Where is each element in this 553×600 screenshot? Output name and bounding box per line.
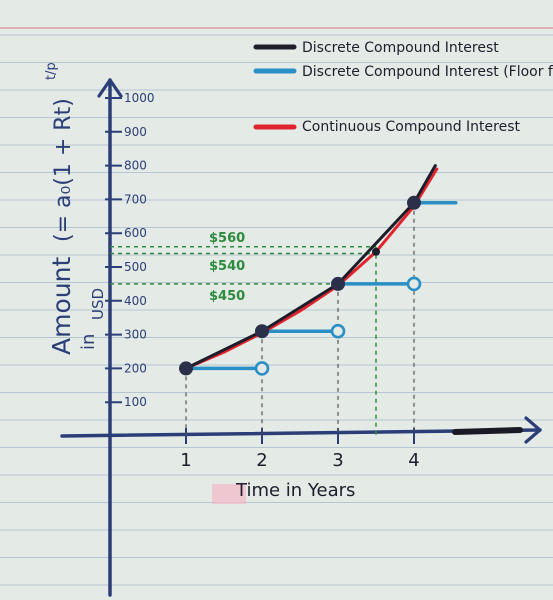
y-tick-label: 700 [124, 192, 147, 206]
y-tick-label: 1000 [124, 91, 155, 105]
x-label-highlight [212, 484, 246, 504]
annotation-label-540: $540 [209, 259, 245, 274]
floor-open-endpoint [254, 361, 270, 376]
x-axis-arrowhead [524, 416, 542, 444]
y-tick-label: 200 [124, 361, 147, 375]
floor-open-endpoint [406, 276, 422, 292]
y-axis-unit-usd: USD [89, 288, 107, 320]
y-tick-label: 400 [124, 294, 147, 308]
x-tick-label: 3 [332, 450, 343, 471]
annotation-guides [110, 202, 415, 436]
floor-open-endpoint [330, 323, 346, 339]
series-marks [179, 164, 458, 376]
y-axis-label: Amount [47, 257, 76, 355]
y-tick-label: 800 [124, 159, 147, 173]
legend-label-floor: Discrete Compound Interest (Floor functi… [302, 64, 553, 80]
y-axis-exponent: t/p [44, 62, 59, 80]
legend-label-discrete: Discrete Compound Interest [302, 40, 499, 56]
discrete-point [407, 195, 421, 210]
annotation-label-560: $560 [209, 231, 245, 246]
annotation-label-450: $450 [209, 289, 245, 304]
discrete-point [179, 361, 193, 376]
y-tick-label: 600 [124, 226, 147, 240]
x-axis-arrow-shaft [452, 427, 523, 435]
x-tick-label: 2 [256, 450, 267, 471]
legend: Discrete Compound Interest Discrete Comp… [253, 40, 553, 135]
legend-label-continuous: Continuous Compound Interest [302, 119, 520, 135]
x-axis-label: Time in Years [235, 480, 355, 501]
y-axis-formula: (= a₀(1 + Rt) [51, 98, 76, 242]
y-tick-label: 900 [124, 125, 147, 139]
y-axis-unit-in: in [78, 334, 99, 350]
discrete-point [255, 324, 269, 339]
y-tick-label: 300 [124, 328, 147, 342]
continuous-series-line [184, 167, 439, 370]
y-ticks: 100 200 300 400 500 600 700 800 900 1000 [105, 91, 155, 409]
y-axis-arrowhead [97, 78, 123, 98]
notebook-rule-lines [0, 27, 553, 586]
x-tick-label: 4 [408, 450, 419, 471]
x-tick-label: 1 [180, 450, 191, 471]
discrete-point [331, 276, 345, 291]
y-tick-label: 100 [124, 395, 147, 409]
y-tick-label: 500 [124, 260, 147, 274]
annotation-point [372, 247, 380, 256]
